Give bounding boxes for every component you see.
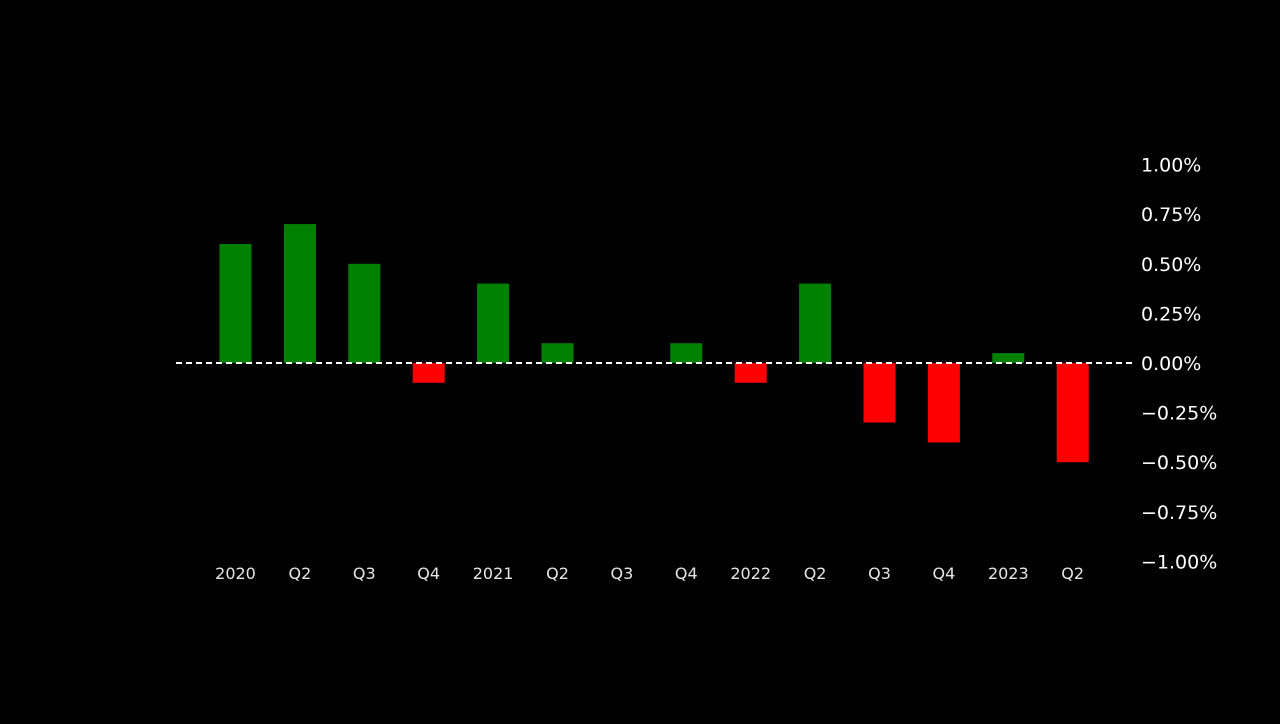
x-tick-label: Q4 bbox=[675, 564, 698, 583]
x-tick-label: Q4 bbox=[933, 564, 956, 583]
y-tick-label: 0.00% bbox=[1141, 353, 1201, 375]
y-tick-label: 0.50% bbox=[1141, 254, 1201, 276]
bars-layer bbox=[219, 224, 1089, 463]
bar-5 bbox=[541, 343, 574, 363]
x-tick-label: Q2 bbox=[1061, 564, 1084, 583]
y-tick-label: 1.00% bbox=[1141, 155, 1201, 177]
bar-8 bbox=[734, 363, 767, 383]
bar-11 bbox=[927, 363, 960, 443]
y-axis-ticks: 1.00% 0.75% 0.50% 0.25% 0.00% −0.25% −0.50% −0.… bbox=[1141, 155, 1217, 574]
x-axis-ticks: 2020 Q2 Q3 Q4 2021 Q2 Q3 Q4 2022 Q2 Q3 Q4 2023 Q2 bbox=[215, 564, 1084, 583]
bar-9 bbox=[799, 283, 832, 363]
bar-7 bbox=[670, 343, 703, 363]
y-tick-label: 0.75% bbox=[1141, 204, 1201, 226]
bar-12 bbox=[992, 353, 1025, 363]
x-tick-label: Q2 bbox=[289, 564, 312, 583]
y-tick-label: −0.50% bbox=[1141, 452, 1217, 474]
x-tick-label: 2023 bbox=[988, 564, 1029, 583]
x-tick-label: Q4 bbox=[417, 564, 440, 583]
y-tick-label: −0.75% bbox=[1141, 502, 1217, 524]
bar-13 bbox=[1056, 363, 1089, 463]
x-tick-label: 2020 bbox=[215, 564, 256, 583]
bar-0 bbox=[219, 244, 252, 363]
x-tick-label: Q3 bbox=[611, 564, 634, 583]
bar-3 bbox=[412, 363, 445, 383]
x-tick-label: 2021 bbox=[473, 564, 514, 583]
y-tick-label: 0.25% bbox=[1141, 303, 1201, 325]
x-tick-label: Q3 bbox=[868, 564, 891, 583]
bar-1 bbox=[283, 224, 316, 363]
y-tick-label: −0.25% bbox=[1141, 403, 1217, 425]
bar-10 bbox=[863, 363, 896, 423]
x-tick-label: Q2 bbox=[546, 564, 569, 583]
y-tick-label: −1.00% bbox=[1141, 551, 1217, 573]
x-tick-label: Q2 bbox=[804, 564, 827, 583]
bar-4 bbox=[477, 283, 510, 363]
x-tick-label: 2022 bbox=[730, 564, 771, 583]
bar-2 bbox=[348, 263, 381, 363]
x-tick-label: Q3 bbox=[353, 564, 376, 583]
